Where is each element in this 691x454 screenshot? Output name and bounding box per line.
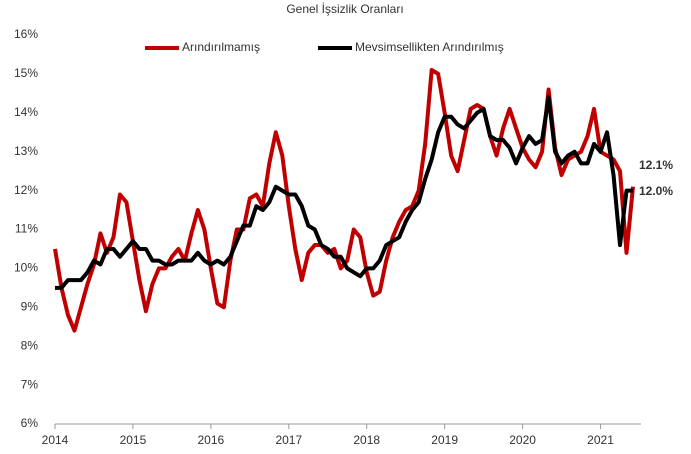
- legend-label: Arındırılmamış: [182, 40, 260, 54]
- y-tick-label: 9%: [21, 299, 39, 313]
- x-tick-label: 2014: [42, 433, 69, 447]
- series-line: [55, 95, 633, 290]
- y-tick-label: 8%: [21, 338, 39, 352]
- y-tick-label: 11%: [15, 222, 38, 236]
- x-tick-label: 2020: [509, 433, 536, 447]
- x-tick-label: 2016: [198, 433, 225, 447]
- data-label: 12.1%: [639, 158, 673, 172]
- y-tick-label: 15%: [14, 66, 38, 80]
- chart-title: Genel İşsizlik Oranları: [286, 2, 403, 16]
- y-tick-label: 12%: [14, 183, 38, 197]
- y-tick-label: 6%: [21, 416, 39, 430]
- y-tick-label: 7%: [21, 377, 39, 391]
- data-label: 12.0%: [639, 184, 673, 198]
- y-tick-label: 13%: [14, 144, 38, 158]
- x-tick-label: 2018: [353, 433, 380, 447]
- y-tick-label: 14%: [14, 105, 38, 119]
- x-tick-label: 2015: [120, 433, 147, 447]
- x-tick-label: 2017: [275, 433, 302, 447]
- y-tick-label: 16%: [14, 27, 38, 41]
- legend-label: Mevsimsellikten Arındırılmış: [355, 40, 504, 54]
- x-tick-label: 2021: [587, 433, 614, 447]
- y-tick-label: 10%: [14, 261, 38, 275]
- x-tick-label: 2019: [431, 433, 458, 447]
